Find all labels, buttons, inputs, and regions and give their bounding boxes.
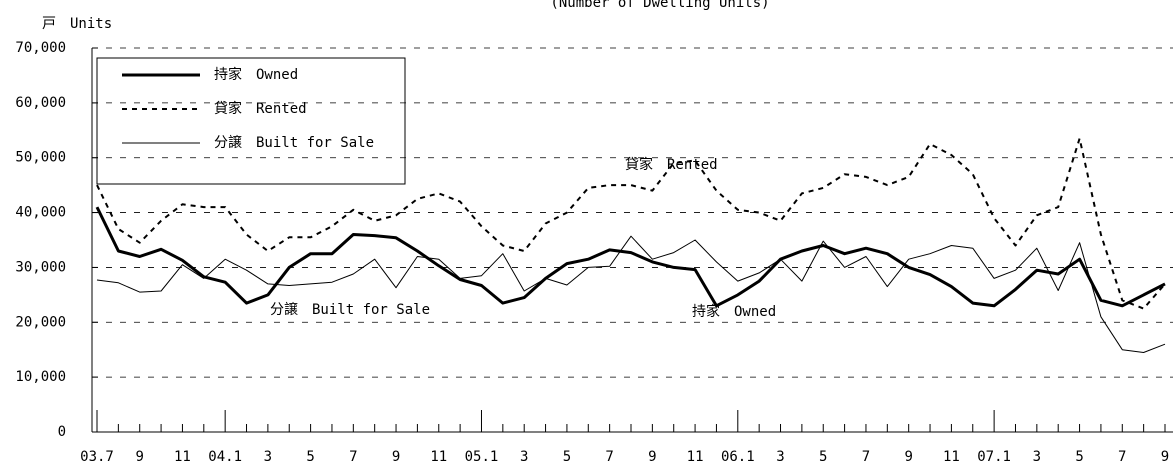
x-tick-label: 3 <box>776 449 784 465</box>
y-tick-label: 50,000 <box>15 150 66 166</box>
y-axis-label: 戸 Units <box>42 16 112 32</box>
x-tick-label: 9 <box>1161 449 1169 465</box>
y-tick-label: 40,000 <box>15 205 66 221</box>
x-tick-label: 7 <box>349 449 357 465</box>
y-tick-label: 0 <box>58 424 66 440</box>
x-tick-label: 05.1 <box>465 449 499 465</box>
series-line <box>96 235 1166 353</box>
x-tick-label: 11 <box>687 449 704 465</box>
x-tick-label: 9 <box>648 449 656 465</box>
x-tick-label: 11 <box>174 449 191 465</box>
x-tick-label: 07.1 <box>977 449 1011 465</box>
x-tick-label: 04.1 <box>208 449 242 465</box>
x-tick-label: 5 <box>819 449 827 465</box>
series-line <box>95 206 1166 308</box>
annotation: 貸家 Rented <box>625 156 718 173</box>
x-tick-label: 3 <box>264 449 272 465</box>
series-line <box>96 137 1166 310</box>
y-tick-label: 70,000 <box>15 40 66 56</box>
x-tick-label: 5 <box>1075 449 1083 465</box>
x-tick-label: 06.1 <box>721 449 755 465</box>
legend-label: 持家 Owned <box>214 66 298 83</box>
legend-label: 分譲 Built for Sale <box>214 135 374 151</box>
y-tick-label: 60,000 <box>15 95 66 111</box>
x-tick-label: 11 <box>943 449 960 465</box>
legend-label: 貸家 Rented <box>214 100 307 117</box>
y-tick-label: 30,000 <box>15 259 66 275</box>
annotation: 持家 Owned <box>692 303 776 320</box>
x-tick-label: 3 <box>1033 449 1041 465</box>
x-tick-label: 7 <box>1118 449 1126 465</box>
x-tick-label: 03.7 <box>80 449 114 465</box>
x-tick-label: 9 <box>392 449 400 465</box>
y-tick-label: 10,000 <box>15 369 66 385</box>
x-tick-label: 3 <box>520 449 528 465</box>
x-tick-label: 11 <box>430 449 447 465</box>
x-tick-label: 7 <box>862 449 870 465</box>
legend-box <box>96 57 406 185</box>
x-tick-label: 5 <box>563 449 571 465</box>
x-tick-label: 5 <box>306 449 314 465</box>
x-tick-label: 7 <box>605 449 613 465</box>
chart-title: (Number of Dwelling Units) <box>550 0 769 11</box>
x-tick-label: 9 <box>904 449 912 465</box>
y-tick-label: 20,000 <box>15 314 66 330</box>
x-tick-label: 9 <box>136 449 144 465</box>
annotation: 分譲 Built for Sale <box>270 302 430 318</box>
